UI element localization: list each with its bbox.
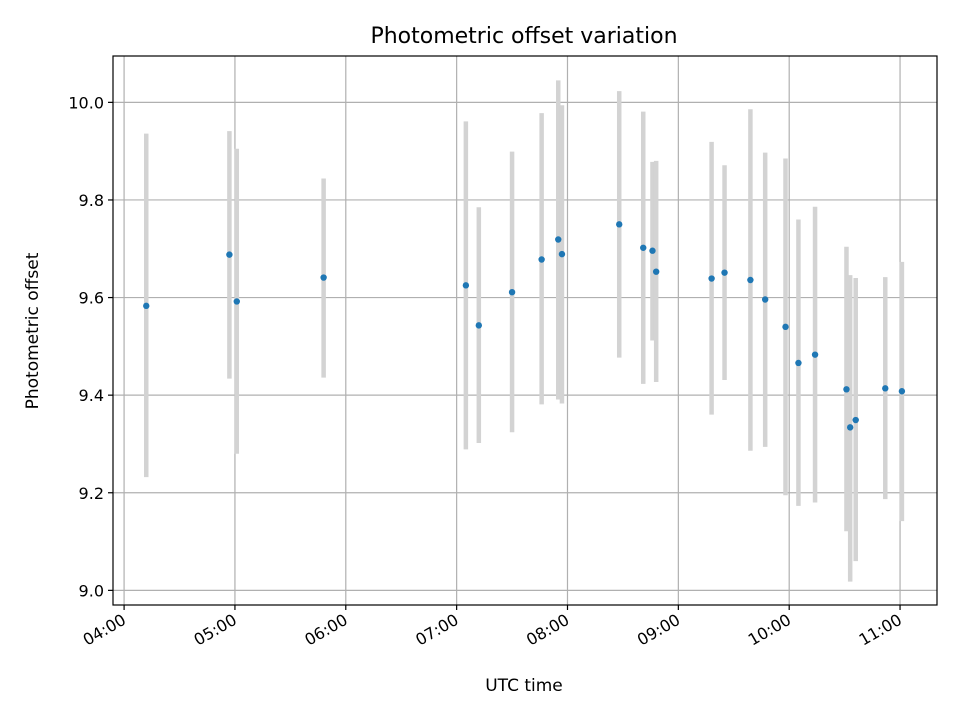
x-tick-label: 04:00: [80, 610, 129, 650]
x-tick-label: 07:00: [412, 610, 461, 650]
data-point: [475, 322, 483, 329]
x-tick-label: 05:00: [191, 610, 240, 650]
x-tick-label: 11:00: [856, 610, 905, 650]
y-axis-label: Photometric offset: [23, 252, 43, 409]
data-point: [640, 244, 647, 251]
chart-title: Photometric offset variation: [370, 24, 677, 49]
data-point-layer: [143, 221, 906, 431]
data-point: [882, 385, 889, 392]
error-bar-layer: [144, 80, 905, 582]
data-point: [761, 296, 769, 303]
y-tick-label: 9.6: [79, 289, 104, 308]
y-tick-label: 10.0: [68, 93, 104, 112]
data-point: [811, 351, 819, 358]
data-point: [843, 386, 850, 393]
y-tick-label: 9.8: [79, 191, 104, 210]
data-point: [846, 424, 854, 431]
data-point: [462, 282, 470, 289]
y-tick-label: 9.2: [79, 484, 104, 503]
data-point: [782, 323, 789, 331]
data-point: [652, 268, 660, 275]
data-point: [616, 221, 623, 228]
data-point: [555, 236, 562, 243]
plot-frame: [112, 55, 938, 606]
data-point: [852, 416, 859, 424]
x-tick-label: 10:00: [745, 610, 794, 650]
grid-layer: [113, 56, 937, 605]
y-tick-label: 9.4: [79, 386, 104, 405]
data-point: [898, 388, 906, 395]
data-point: [538, 256, 545, 263]
x-axis-label: UTC time: [485, 676, 563, 696]
data-point: [708, 275, 715, 282]
y-tick-label: 9.0: [79, 581, 104, 600]
x-tick-label: 09:00: [634, 610, 683, 650]
data-point: [508, 288, 516, 296]
data-point: [649, 247, 656, 254]
x-tick-label: 08:00: [523, 610, 572, 650]
data-point: [747, 276, 754, 284]
x-tick-label: 06:00: [301, 610, 350, 650]
data-point: [233, 298, 240, 305]
data-point: [320, 274, 327, 281]
data-point: [721, 269, 728, 276]
data-point: [558, 250, 566, 258]
data-point: [795, 359, 802, 367]
tick-layer: 04:00 05:00 06:00 07:00 08:00 09:00 10:00 11:00…: [68, 93, 905, 649]
data-point: [143, 302, 150, 310]
data-point: [226, 251, 233, 258]
